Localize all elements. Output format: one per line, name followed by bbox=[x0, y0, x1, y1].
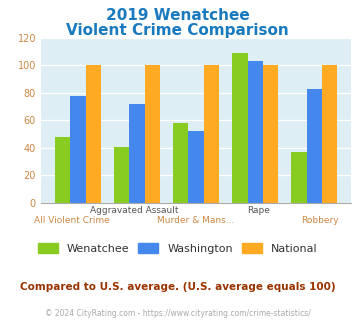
Bar bbox=[263, 65, 278, 203]
Bar bbox=[232, 53, 247, 203]
Legend: Wenatchee, Washington, National: Wenatchee, Washington, National bbox=[33, 239, 322, 258]
Bar bbox=[145, 65, 160, 203]
Text: © 2024 CityRating.com - https://www.cityrating.com/crime-statistics/: © 2024 CityRating.com - https://www.city… bbox=[45, 309, 310, 317]
Bar bbox=[70, 96, 86, 203]
Bar bbox=[322, 65, 337, 203]
Bar bbox=[55, 137, 70, 203]
Bar bbox=[173, 123, 189, 203]
Text: Compared to U.S. average. (U.S. average equals 100): Compared to U.S. average. (U.S. average … bbox=[20, 282, 335, 292]
Bar bbox=[307, 89, 322, 203]
Bar bbox=[129, 104, 145, 203]
Text: Robbery: Robbery bbox=[302, 216, 339, 225]
Bar bbox=[247, 61, 263, 203]
Bar bbox=[86, 65, 101, 203]
Bar bbox=[114, 147, 129, 203]
Text: Murder & Mans...: Murder & Mans... bbox=[158, 216, 235, 225]
Text: Violent Crime Comparison: Violent Crime Comparison bbox=[66, 23, 289, 38]
Text: Aggravated Assault: Aggravated Assault bbox=[90, 206, 178, 215]
Bar bbox=[291, 152, 307, 203]
Text: Rape: Rape bbox=[247, 206, 270, 215]
Text: All Violent Crime: All Violent Crime bbox=[34, 216, 110, 225]
Bar bbox=[189, 131, 204, 203]
Bar bbox=[204, 65, 219, 203]
Text: 2019 Wenatchee: 2019 Wenatchee bbox=[106, 8, 249, 23]
